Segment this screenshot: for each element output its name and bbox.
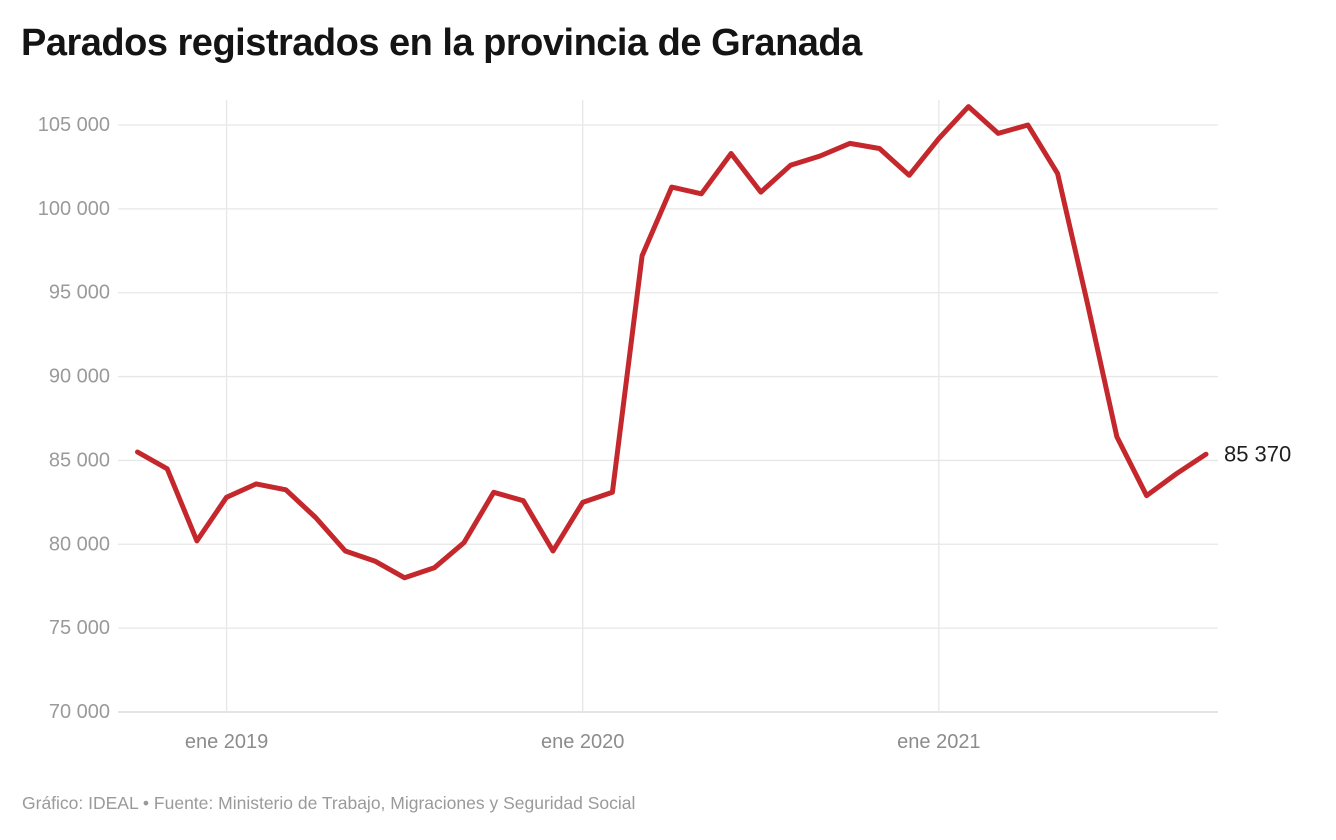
x-axis-tick-label: ene 2020	[541, 731, 624, 753]
y-axis-tick-label: 75 000	[49, 617, 110, 639]
unemployment-line-series	[135, 104, 1209, 581]
y-axis-tick-label: 80 000	[49, 533, 110, 555]
x-axis-tick-label: ene 2021	[897, 731, 980, 753]
y-axis-tick-label: 70 000	[49, 701, 110, 723]
chart-title: Parados registrados en la provincia de G…	[21, 22, 862, 64]
y-axis-tick-label: 105 000	[38, 114, 110, 136]
y-axis-tick-label: 85 000	[49, 449, 110, 471]
x-axis-tick-label: ene 2019	[185, 731, 268, 753]
chart-source: Gráfico: IDEAL • Fuente: Ministerio de T…	[22, 793, 636, 813]
y-axis-tick-label: 95 000	[49, 282, 110, 304]
last-value-label: 85 370	[1224, 442, 1291, 467]
y-axis-tick-label: 90 000	[49, 366, 110, 388]
y-axis-tick-label: 100 000	[38, 198, 110, 220]
